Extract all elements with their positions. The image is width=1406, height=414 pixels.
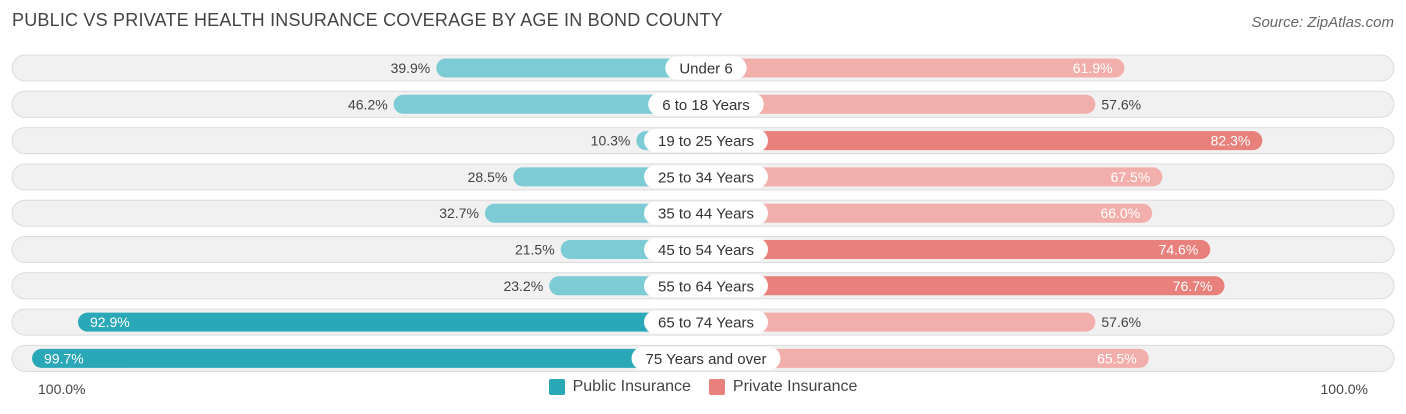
- public-bar: [436, 58, 706, 78]
- private-bar: [706, 348, 1149, 368]
- private-value-label: 57.6%: [1101, 96, 1141, 112]
- category-label: Under 6: [679, 61, 732, 78]
- private-value-label: 57.6%: [1101, 314, 1141, 330]
- category-pill: [631, 346, 781, 370]
- public-value-label: 39.9%: [391, 60, 431, 76]
- public-value-label: 46.2%: [348, 96, 388, 112]
- public-value-label: 21.5%: [515, 242, 555, 258]
- category-pill: [665, 56, 747, 80]
- public-value-label: 92.9%: [90, 314, 130, 330]
- chart-title: PUBLIC VS PRIVATE HEALTH INSURANCE COVER…: [12, 10, 723, 30]
- private-bar: [706, 240, 1211, 259]
- public-bar: [32, 348, 706, 368]
- category-pill: [644, 165, 768, 189]
- category-pill: [644, 238, 768, 261]
- private-bar: [706, 131, 1263, 151]
- legend-item-public: Public Insurance: [548, 378, 691, 396]
- legend-item-private: Private Insurance: [708, 378, 858, 396]
- legend-swatch-private: [708, 379, 725, 395]
- private-bar: [706, 58, 1125, 78]
- category-label: 19 to 25 Years: [658, 133, 754, 150]
- legend-swatch-public: [548, 379, 565, 395]
- private-value-label: 61.9%: [1073, 60, 1113, 76]
- private-value-label: 67.5%: [1111, 169, 1151, 185]
- axis-left-label: 100.0%: [38, 381, 86, 397]
- category-label: 55 to 64 Years: [658, 278, 754, 295]
- axis-right-label: 100.0%: [1320, 381, 1368, 397]
- category-label: 35 to 44 Years: [658, 206, 754, 223]
- category-label: 45 to 54 Years: [658, 242, 754, 259]
- public-bar: [393, 94, 706, 114]
- category-label: 75 Years and over: [646, 351, 767, 368]
- public-value-label: 10.3%: [591, 133, 631, 149]
- private-value-label: 82.3%: [1211, 133, 1251, 149]
- category-pill: [644, 201, 768, 225]
- source-label: Source: ZipAtlas.com: [1251, 14, 1394, 31]
- private-value-label: 74.6%: [1159, 242, 1199, 258]
- category-pill: [644, 274, 768, 298]
- legend-label-public: Public Insurance: [572, 378, 691, 395]
- category-pill: [648, 92, 764, 116]
- category-label: 25 to 34 Years: [658, 169, 754, 186]
- private-bar: [706, 167, 1163, 187]
- legend: Public Insurance Private Insurance: [0, 378, 1406, 396]
- public-value-label: 99.7%: [44, 350, 84, 366]
- private-bar: [706, 276, 1225, 296]
- category-label: 6 to 18 Years: [662, 97, 750, 114]
- public-value-label: 32.7%: [439, 205, 479, 221]
- category-pill: [644, 310, 768, 334]
- category-label: 65 to 74 Years: [658, 315, 754, 332]
- private-bar: [706, 312, 1096, 332]
- public-value-label: 23.2%: [503, 278, 543, 294]
- public-value-label: 28.5%: [468, 169, 508, 185]
- private-value-label: 65.5%: [1097, 350, 1137, 366]
- category-pill: [644, 129, 768, 153]
- private-value-label: 66.0%: [1100, 205, 1140, 221]
- legend-label-private: Private Insurance: [732, 378, 858, 395]
- private-bar: [706, 94, 1096, 114]
- private-value-label: 76.7%: [1173, 278, 1213, 294]
- public-bar: [77, 312, 707, 332]
- private-bar: [706, 203, 1153, 223]
